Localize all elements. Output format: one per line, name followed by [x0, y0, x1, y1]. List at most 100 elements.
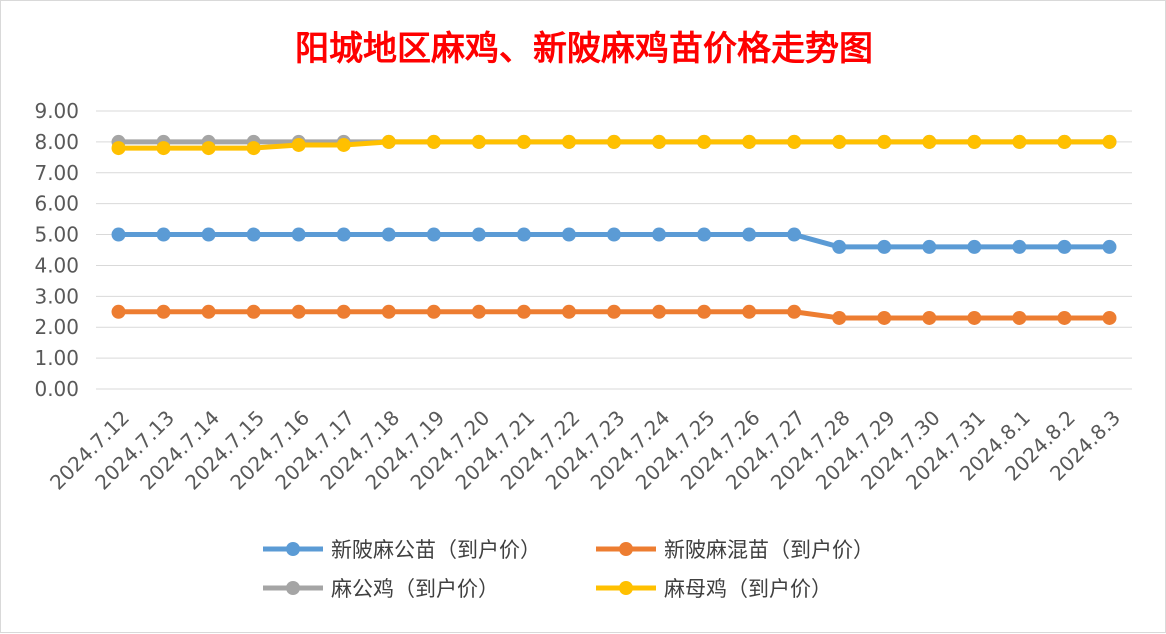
data-point — [787, 304, 802, 319]
legend-item: 麻公鸡（到户价） — [263, 577, 499, 601]
legend-item: 新陂麻混苗（到户价） — [596, 538, 874, 562]
data-point — [832, 310, 847, 325]
data-point — [156, 141, 171, 156]
data-point — [471, 227, 486, 242]
y-tick-label: 7.00 — [34, 161, 79, 185]
data-point — [381, 134, 396, 149]
data-point — [111, 227, 126, 242]
legend-swatch-marker — [286, 542, 300, 556]
data-point — [201, 141, 216, 156]
data-point — [471, 304, 486, 319]
data-point — [111, 304, 126, 319]
data-point — [697, 134, 712, 149]
data-point — [832, 134, 847, 149]
y-tick-label: 3.00 — [34, 284, 79, 308]
data-point — [426, 134, 441, 149]
y-tick-label: 2.00 — [34, 315, 79, 339]
data-point — [967, 239, 982, 254]
data-point — [246, 227, 261, 242]
legend-label: 新陂麻混苗（到户价） — [664, 538, 874, 562]
series-3 — [111, 134, 1117, 156]
data-point — [967, 134, 982, 149]
y-tick-label: 8.00 — [34, 130, 79, 154]
x-axis-ticks: 2024.7.122024.7.132024.7.142024.7.152024… — [45, 406, 1125, 495]
data-point — [697, 304, 712, 319]
data-point — [1057, 310, 1072, 325]
legend-label: 麻母鸡（到户价） — [664, 577, 832, 601]
legend-swatch-marker — [286, 581, 300, 595]
data-point — [516, 227, 531, 242]
data-point — [336, 227, 351, 242]
data-point — [922, 134, 937, 149]
data-point — [291, 227, 306, 242]
legend-item: 麻母鸡（到户价） — [596, 577, 832, 601]
data-point — [652, 134, 667, 149]
y-tick-label: 9.00 — [34, 99, 79, 123]
data-point — [246, 141, 261, 156]
data-point — [561, 227, 576, 242]
data-point — [877, 310, 892, 325]
data-point — [516, 134, 531, 149]
data-point — [1057, 134, 1072, 149]
series-1 — [111, 304, 1117, 325]
chart-title: 阳城地区麻鸡、新陂麻鸡苗价格走势图 — [295, 29, 873, 69]
data-point — [922, 310, 937, 325]
data-point — [1102, 310, 1117, 325]
data-point — [291, 304, 306, 319]
legend-swatch-marker — [619, 581, 633, 595]
data-point — [1102, 134, 1117, 149]
legend-swatch-marker — [619, 542, 633, 556]
series-0 — [111, 227, 1117, 254]
legend-label: 新陂麻公苗（到户价） — [331, 538, 541, 562]
data-point — [787, 134, 802, 149]
data-point — [246, 304, 261, 319]
data-point — [291, 137, 306, 152]
y-tick-label: 6.00 — [34, 192, 79, 216]
data-point — [201, 227, 216, 242]
y-tick-label: 5.00 — [34, 223, 79, 247]
data-point — [922, 239, 937, 254]
legend-item: 新陂麻公苗（到户价） — [263, 538, 541, 562]
data-point — [336, 304, 351, 319]
data-point — [426, 227, 441, 242]
data-point — [426, 304, 441, 319]
data-point — [156, 227, 171, 242]
data-point — [156, 304, 171, 319]
data-point — [652, 227, 667, 242]
data-point — [607, 134, 621, 149]
data-point — [1012, 310, 1027, 325]
data-point — [967, 310, 982, 325]
data-point — [201, 304, 216, 319]
data-point — [561, 304, 576, 319]
legend-label: 麻公鸡（到户价） — [331, 577, 499, 601]
y-tick-label: 1.00 — [34, 346, 79, 370]
data-point — [742, 304, 757, 319]
data-point — [561, 134, 576, 149]
data-point — [742, 134, 757, 149]
data-point — [471, 134, 486, 149]
data-point — [787, 227, 802, 242]
data-point — [832, 239, 847, 254]
data-point — [697, 227, 712, 242]
data-point — [516, 304, 531, 319]
data-point — [1057, 239, 1072, 254]
y-axis-ticks: 0.00 1.00 2.00 3.00 4.00 5.00 6.00 7.00 8.00 9.00 — [34, 99, 79, 401]
data-point — [742, 227, 757, 242]
data-point — [336, 137, 351, 152]
data-point — [607, 304, 621, 319]
data-point — [381, 304, 396, 319]
data-point — [877, 134, 892, 149]
data-point — [1012, 239, 1027, 254]
series-group — [111, 134, 1117, 325]
data-point — [1012, 134, 1027, 149]
data-point — [381, 227, 396, 242]
data-point — [877, 239, 892, 254]
data-point — [111, 141, 126, 156]
legend: 新陂麻公苗（到户价） 新陂麻混苗（到户价） 麻公鸡（到户价） 麻母鸡（到户价） — [263, 538, 874, 601]
y-tick-label: 0.00 — [34, 377, 79, 401]
data-point — [652, 304, 667, 319]
data-point — [607, 227, 621, 242]
y-tick-label: 4.00 — [34, 253, 79, 277]
